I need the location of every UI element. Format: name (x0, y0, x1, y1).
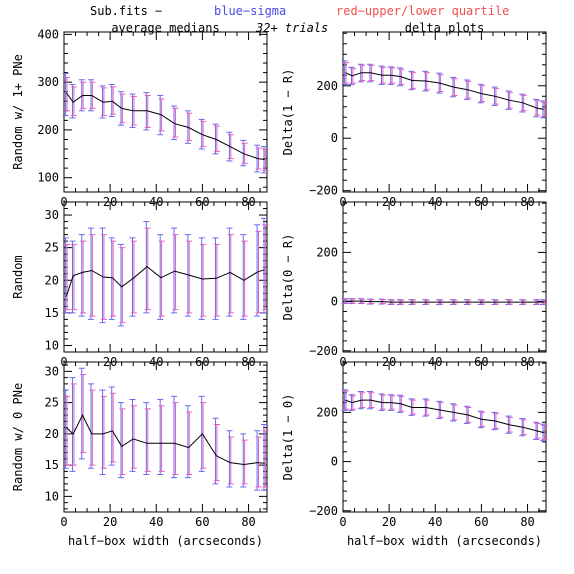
bottom-right-x-tick-label: 80 (520, 515, 534, 529)
bottom-left-x-axis-label: half−box width (arcseconds) (68, 534, 263, 548)
top-right-median-line (345, 72, 544, 110)
top-right-y-tick-label: 200 (316, 79, 338, 93)
middle-right-median-line (345, 300, 544, 303)
middle-right-y-tick-label: −200 (309, 344, 338, 358)
bottom-left-y-tick-label: 30 (45, 364, 59, 378)
middle-right-y-axis-label: Delta(0 − R) (281, 234, 295, 321)
bottom-right-x-tick-label: 0 (339, 515, 346, 529)
bottom-right-x-tick-label: 60 (474, 515, 488, 529)
bottom-left-y-axis-label: Random w/ 0 PNe (11, 383, 25, 491)
bottom-right-y-tick-label: −200 (309, 504, 338, 518)
top-right-y-tick-label: 0 (331, 131, 338, 145)
bottom-left-x-tick-label: 60 (195, 515, 209, 529)
top-left-plot-frame (63, 31, 268, 193)
bottom-left-y-tick-label: 15 (45, 458, 59, 472)
bottom-left-x-tick-label: 0 (60, 515, 67, 529)
bottom-right-x-axis-label: half−box width (arcseconds) (347, 534, 542, 548)
bottom-left-median-line (65, 413, 265, 466)
bottom-left-y-tick-label: 20 (45, 427, 59, 441)
bottom-right-median-line (345, 399, 544, 434)
bottom-left-y-tick-label: 25 (45, 396, 59, 410)
middle-left-y-tick-label: 25 (45, 241, 59, 255)
top-left-y-tick-label: 400 (37, 27, 59, 41)
bottom-left-y-tick-label: 10 (45, 489, 59, 503)
middle-left-median-line (65, 265, 265, 297)
middle-left-y-axis-label: Random (11, 255, 25, 298)
bottom-right-plot-frame (342, 361, 547, 513)
middle-right-y-tick-label: 0 (331, 295, 338, 309)
bottom-right-y-tick-label: 0 (331, 455, 338, 469)
top-left-y-tick-label: 300 (37, 75, 59, 89)
top-left-y-tick-label: 100 (37, 171, 59, 185)
middle-right-y-tick-label: 200 (316, 245, 338, 259)
top-left-median-line (65, 92, 265, 160)
bottom-right-y-tick-label: 200 (316, 405, 338, 419)
bottom-right-y-axis-label: Delta(1 − 0) (281, 394, 295, 481)
middle-left-y-tick-label: 30 (45, 208, 59, 222)
middle-left-y-tick-label: 15 (45, 306, 59, 320)
header-left-label: Sub.fits − (90, 4, 163, 18)
bottom-left-x-tick-label: 40 (149, 515, 163, 529)
middle-right-plot-frame (342, 201, 547, 353)
top-left-y-axis-label: Random w/ 1+ PNe (11, 54, 25, 170)
bottom-right-x-tick-label: 40 (428, 515, 442, 529)
top-right-y-tick-label: −200 (309, 184, 338, 198)
bottom-left-x-tick-label: 20 (103, 515, 117, 529)
bottom-right-x-tick-label: 20 (382, 515, 396, 529)
bottom-left-x-tick-label: 80 (241, 515, 255, 529)
bottom-left-plot-frame (63, 361, 268, 513)
header-blue-label: blue−sigma (214, 4, 287, 18)
trials-label: 32+ trials (256, 21, 329, 35)
top-right-y-axis-label: Delta(1 − R) (281, 69, 295, 156)
top-right-plot-frame (342, 31, 547, 193)
middle-left-y-tick-label: 20 (45, 273, 59, 287)
middle-left-plot-frame (63, 201, 268, 353)
header-red-label: red−upper/lower quartile (336, 4, 510, 18)
top-left-y-tick-label: 200 (37, 123, 59, 137)
middle-left-y-tick-label: 10 (45, 338, 59, 352)
